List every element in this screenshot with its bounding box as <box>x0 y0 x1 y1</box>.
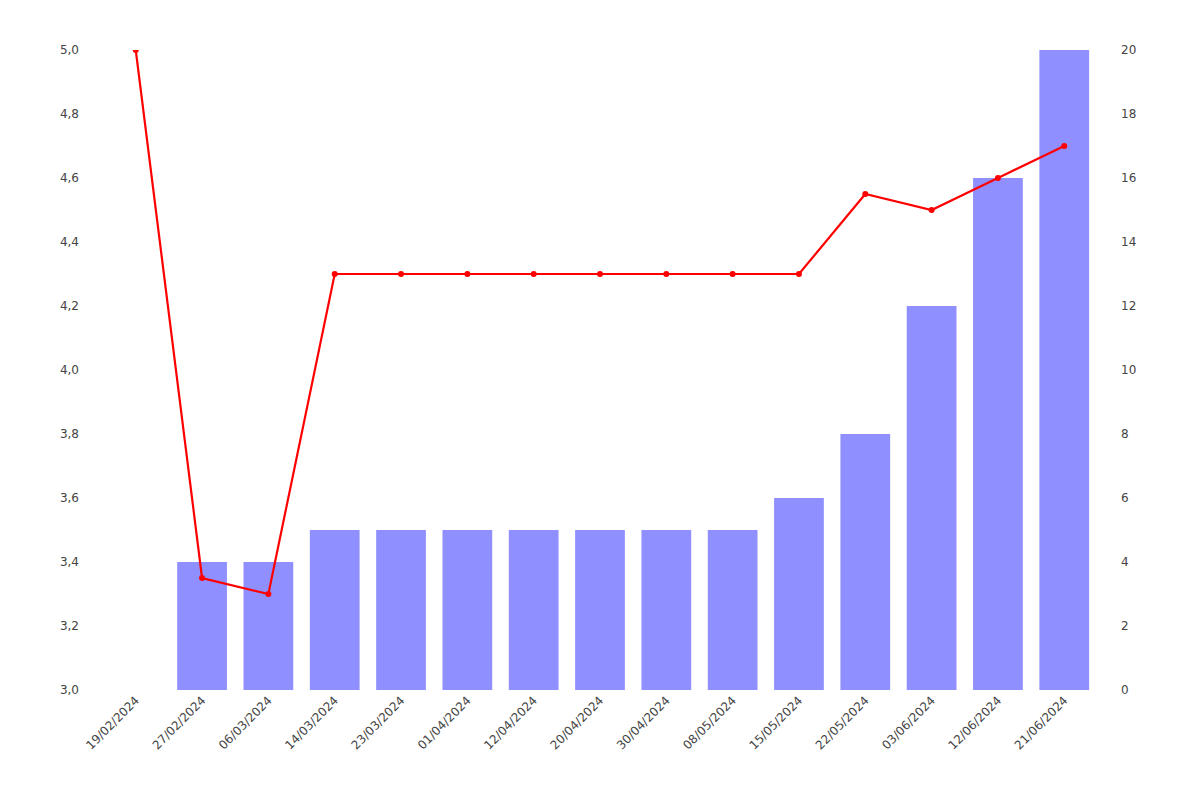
svg-text:08/05/2024: 08/05/2024 <box>680 693 739 752</box>
svg-text:20: 20 <box>1121 43 1136 57</box>
svg-text:14: 14 <box>1121 235 1136 249</box>
svg-text:16: 16 <box>1121 171 1136 185</box>
svg-text:3,6: 3,6 <box>60 491 79 505</box>
svg-text:22/05/2024: 22/05/2024 <box>813 693 872 752</box>
svg-text:3,0: 3,0 <box>60 683 79 697</box>
svg-text:14/03/2024: 14/03/2024 <box>282 693 341 752</box>
svg-text:27/02/2024: 27/02/2024 <box>150 693 209 752</box>
svg-text:2: 2 <box>1121 619 1129 633</box>
svg-text:06/03/2024: 06/03/2024 <box>216 693 275 752</box>
svg-text:20/04/2024: 20/04/2024 <box>548 693 607 752</box>
svg-text:4,8: 4,8 <box>60 107 79 121</box>
svg-text:12/04/2024: 12/04/2024 <box>481 693 540 752</box>
svg-text:15/05/2024: 15/05/2024 <box>747 693 806 752</box>
svg-text:3,2: 3,2 <box>60 619 79 633</box>
svg-text:8: 8 <box>1121 427 1129 441</box>
svg-text:19/02/2024: 19/02/2024 <box>83 693 142 752</box>
svg-text:4,4: 4,4 <box>60 235 79 249</box>
svg-text:4,2: 4,2 <box>60 299 79 313</box>
svg-text:3,4: 3,4 <box>60 555 79 569</box>
svg-text:12/06/2024: 12/06/2024 <box>945 693 1004 752</box>
svg-text:01/04/2024: 01/04/2024 <box>415 693 474 752</box>
svg-text:10: 10 <box>1121 363 1136 377</box>
svg-text:21/06/2024: 21/06/2024 <box>1012 693 1071 752</box>
svg-text:4,6: 4,6 <box>60 171 79 185</box>
svg-text:6: 6 <box>1121 491 1129 505</box>
svg-text:23/03/2024: 23/03/2024 <box>349 693 408 752</box>
svg-text:3,8: 3,8 <box>60 427 79 441</box>
svg-text:4,0: 4,0 <box>60 363 79 377</box>
svg-text:03/06/2024: 03/06/2024 <box>879 693 938 752</box>
svg-text:0: 0 <box>1121 683 1129 697</box>
svg-text:4: 4 <box>1121 555 1129 569</box>
svg-text:12: 12 <box>1121 299 1136 313</box>
svg-text:5,0: 5,0 <box>60 43 79 57</box>
svg-text:30/04/2024: 30/04/2024 <box>614 693 673 752</box>
svg-text:18: 18 <box>1121 107 1136 121</box>
